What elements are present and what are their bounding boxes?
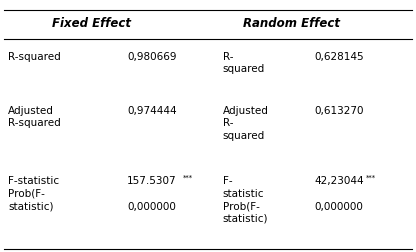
Text: 157.5307: 157.5307 <box>127 176 176 186</box>
Text: 0,000000: 0,000000 <box>314 202 363 212</box>
Text: 0,000000: 0,000000 <box>127 202 176 212</box>
Text: Fixed Effect: Fixed Effect <box>52 17 131 30</box>
Text: Adjusted
R-squared: Adjusted R-squared <box>8 106 61 128</box>
Text: 0,974444: 0,974444 <box>127 106 176 116</box>
Text: 0,628145: 0,628145 <box>314 52 364 62</box>
Text: Random Effect: Random Effect <box>243 17 340 30</box>
Text: Adjusted
R-
squared: Adjusted R- squared <box>223 106 268 141</box>
Text: 0,613270: 0,613270 <box>314 106 364 116</box>
Text: R-
squared: R- squared <box>223 52 265 74</box>
Text: 42,23044: 42,23044 <box>314 176 364 186</box>
Text: ***: *** <box>366 175 376 181</box>
Text: F-
statistic
Prob(F-
statistic): F- statistic Prob(F- statistic) <box>223 176 268 224</box>
Text: ***: *** <box>183 175 193 181</box>
Text: 0,980669: 0,980669 <box>127 52 176 62</box>
Text: F-statistic
Prob(F-
statistic): F-statistic Prob(F- statistic) <box>8 176 59 211</box>
Text: R-squared: R-squared <box>8 52 61 62</box>
